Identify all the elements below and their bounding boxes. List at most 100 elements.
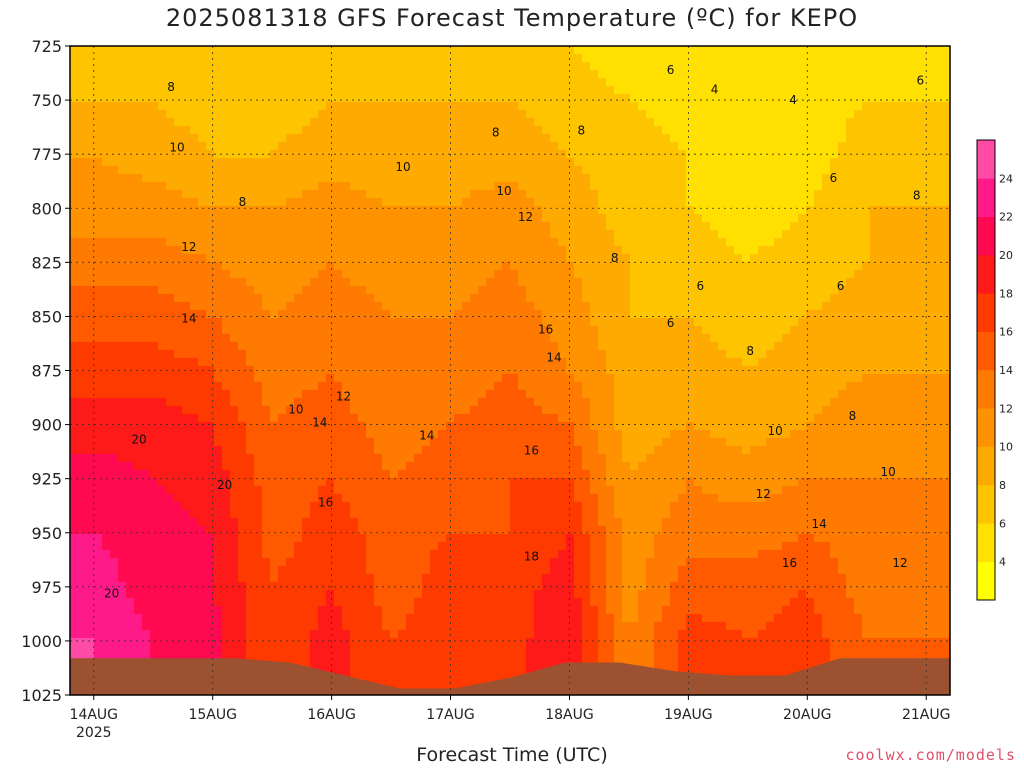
field-cell [510, 118, 519, 127]
field-cell [310, 446, 319, 455]
field-cell [534, 262, 543, 271]
field-cell [126, 62, 135, 71]
field-cell [158, 414, 167, 423]
field-cell [534, 294, 543, 303]
field-cell [510, 102, 519, 111]
field-cell [278, 606, 287, 615]
field-cell [246, 310, 255, 319]
field-cell [150, 606, 159, 615]
field-cell [214, 566, 223, 575]
field-cell [86, 566, 95, 575]
field-cell [102, 350, 111, 359]
field-cell [486, 166, 495, 175]
field-cell [382, 558, 391, 567]
field-cell [126, 406, 135, 415]
field-cell [70, 510, 79, 519]
field-cell [422, 454, 431, 463]
field-cell [182, 446, 191, 455]
field-cell [406, 566, 415, 575]
field-cell [486, 102, 495, 111]
field-cell [214, 150, 223, 159]
field-cell [254, 230, 263, 239]
field-cell [470, 398, 479, 407]
field-cell [366, 638, 375, 647]
field-cell [502, 182, 511, 191]
field-cell [214, 646, 223, 655]
field-cell [430, 222, 439, 231]
field-cell [470, 374, 479, 383]
field-cell [278, 518, 287, 527]
field-cell [222, 350, 231, 359]
field-cell [542, 430, 551, 439]
field-cell [286, 270, 295, 279]
field-cell [278, 558, 287, 567]
field-cell [214, 638, 223, 647]
field-cell [286, 174, 295, 183]
field-cell [446, 62, 455, 71]
field-cell [246, 254, 255, 263]
field-cell [126, 614, 135, 623]
field-cell [126, 46, 135, 55]
field-cell [134, 606, 143, 615]
field-cell [350, 598, 359, 607]
field-cell [454, 462, 463, 471]
field-cell [86, 246, 95, 255]
field-cell [190, 630, 199, 639]
field-cell [358, 326, 367, 335]
field-cell [462, 502, 471, 511]
field-cell [326, 214, 335, 223]
field-cell [542, 214, 551, 223]
field-cell [422, 262, 431, 271]
field-cell [510, 382, 519, 391]
field-cell [278, 302, 287, 311]
field-cell [406, 638, 415, 647]
field-cell [150, 302, 159, 311]
field-cell [390, 310, 399, 319]
field-cell [182, 174, 191, 183]
field-cell [390, 238, 399, 247]
field-cell [534, 238, 543, 247]
field-cell [454, 590, 463, 599]
field-cell [350, 374, 359, 383]
field-cell [238, 238, 247, 247]
field-cell [350, 166, 359, 175]
field-cell [342, 86, 351, 95]
field-cell [390, 262, 399, 271]
field-cell [86, 390, 95, 399]
field-cell [470, 382, 479, 391]
field-cell [190, 462, 199, 471]
field-cell [222, 78, 231, 87]
field-cell [486, 198, 495, 207]
field-cell [158, 102, 167, 111]
field-cell [278, 230, 287, 239]
field-cell [78, 86, 87, 95]
field-cell [374, 534, 383, 543]
field-cell [470, 534, 479, 543]
field-cell [86, 78, 95, 87]
field-cell [326, 414, 335, 423]
field-cell [166, 318, 175, 327]
field-cell [262, 198, 271, 207]
field-cell [102, 190, 111, 199]
field-cell [238, 134, 247, 143]
field-cell [510, 502, 519, 511]
field-cell [70, 206, 79, 215]
field-cell [470, 654, 479, 663]
field-cell [142, 494, 151, 503]
field-cell [278, 134, 287, 143]
field-cell [502, 598, 511, 607]
field-cell [222, 422, 231, 431]
field-cell [318, 422, 327, 431]
field-cell [246, 438, 255, 447]
field-cell [542, 110, 551, 119]
field-cell [222, 310, 231, 319]
field-cell [358, 86, 367, 95]
field-cell [382, 214, 391, 223]
field-cell [102, 342, 111, 351]
field-cell [454, 230, 463, 239]
field-cell [150, 158, 159, 167]
field-cell [158, 78, 167, 87]
field-cell [78, 430, 87, 439]
field-cell [286, 582, 295, 591]
field-cell [390, 142, 399, 151]
